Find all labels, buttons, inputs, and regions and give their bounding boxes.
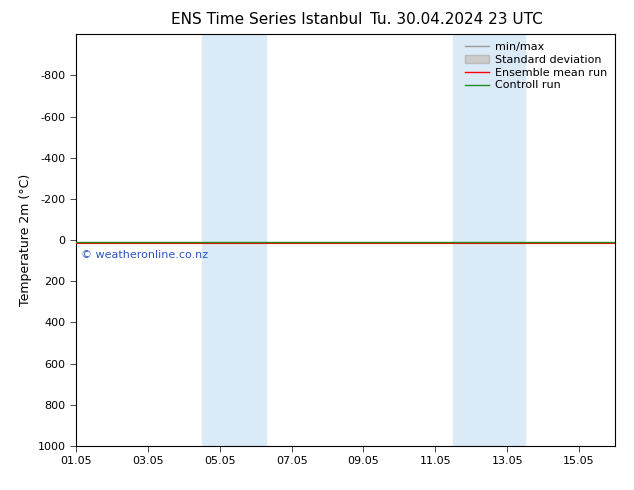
Text: ENS Time Series Istanbul: ENS Time Series Istanbul [171,12,362,27]
Bar [202,34,266,446]
Y-axis label: Temperature 2m (°C): Temperature 2m (°C) [19,174,32,306]
Bar [453,34,525,446]
Text: Tu. 30.04.2024 23 UTC: Tu. 30.04.2024 23 UTC [370,12,543,27]
Legend: min/max, Standard deviation, Ensemble mean run, Controll run: min/max, Standard deviation, Ensemble me… [460,38,612,95]
Text: © weatheronline.co.nz: © weatheronline.co.nz [81,250,209,260]
